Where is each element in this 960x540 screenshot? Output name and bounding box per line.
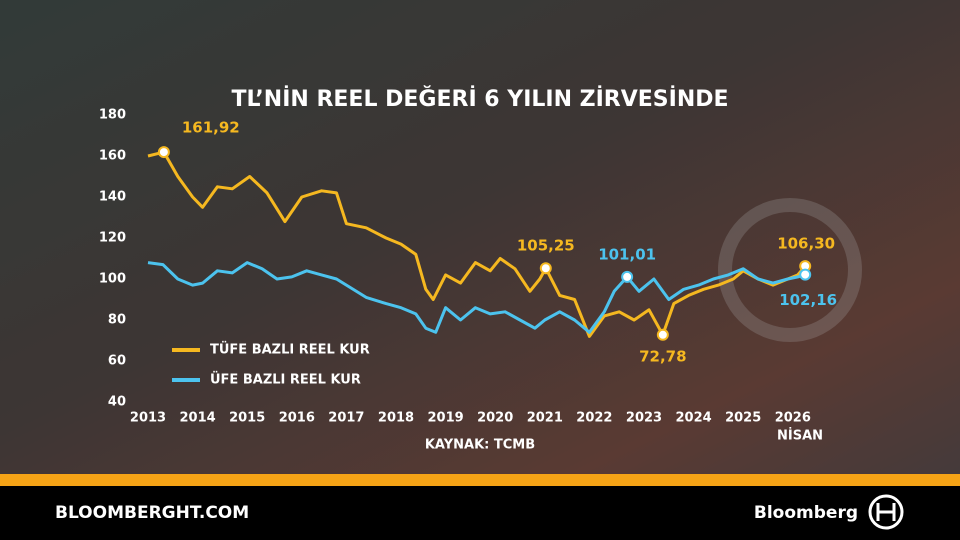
- x-tick-label: 2015: [229, 411, 265, 426]
- x-tick-label: 2013: [130, 411, 166, 426]
- annotation-label: 106,30: [777, 235, 835, 253]
- x-tick-label: 2017: [328, 411, 364, 426]
- background: [0, 0, 960, 474]
- y-tick-label: 120: [99, 231, 126, 246]
- footer-site: BLOOMBERGHT.COM: [55, 503, 249, 523]
- annotation-label: 101,01: [598, 245, 656, 263]
- y-tick-label: 180: [99, 108, 126, 123]
- series-line: [147, 150, 807, 338]
- annotation-marker: [157, 146, 170, 159]
- x-tick-label: 2019: [428, 411, 464, 426]
- plot: 40 60 80 100 120 140 160 180 2013 2014 2015 2016 201…: [99, 108, 837, 426]
- x-tick-label: 2024: [676, 411, 712, 426]
- background-shade: [0, 0, 960, 474]
- chart-title: TL’NİN REEL DEĞERİ 6 YILIN ZİRVESİNDE: [231, 86, 728, 112]
- y-tick-label: 100: [99, 272, 126, 287]
- orange-strip: [0, 474, 960, 486]
- x-tick-label: 2025: [725, 411, 761, 426]
- annotation-marker: [799, 268, 812, 281]
- annotation-label: 102,16: [779, 291, 837, 309]
- ht-logo: [868, 494, 904, 530]
- x-tick-label: 2016: [279, 411, 315, 426]
- annotation-marker: [539, 262, 552, 275]
- legend-label: ÜFE BAZLI REEL KUR: [210, 372, 361, 388]
- x-tick-label: 2020: [477, 411, 513, 426]
- footer-brand: Bloomberg: [754, 503, 858, 523]
- legend-label: TÜFE BAZLI REEL KUR: [210, 342, 370, 358]
- y-tick-label: 40: [108, 395, 126, 410]
- x-tick-label: 2021: [527, 411, 563, 426]
- source: KAYNAK: TCMB: [425, 438, 535, 453]
- y-tick-label: 140: [99, 190, 126, 205]
- annotation-marker: [621, 270, 634, 283]
- annotation-marker: [656, 328, 669, 341]
- y-tick-label: 160: [99, 149, 126, 164]
- annotation-label: 72,78: [639, 347, 686, 365]
- watermark-logo: [718, 198, 862, 342]
- series-line: [147, 261, 806, 334]
- annotation-label: 161,92: [182, 119, 240, 137]
- annotation-label: 105,25: [517, 237, 575, 255]
- x-tick-label: 2022: [576, 411, 612, 426]
- x-tick-label: 2018: [378, 411, 414, 426]
- ht-logo-mark: [876, 503, 896, 521]
- y-tick-label: 80: [108, 313, 126, 328]
- x-note: NİSAN: [777, 428, 823, 444]
- x-tick-label: 2026: [775, 411, 811, 426]
- y-tick-label: 60: [108, 354, 126, 369]
- x-tick-label: 2023: [626, 411, 662, 426]
- x-tick-label: 2014: [180, 411, 216, 426]
- footer-bar: [0, 486, 960, 540]
